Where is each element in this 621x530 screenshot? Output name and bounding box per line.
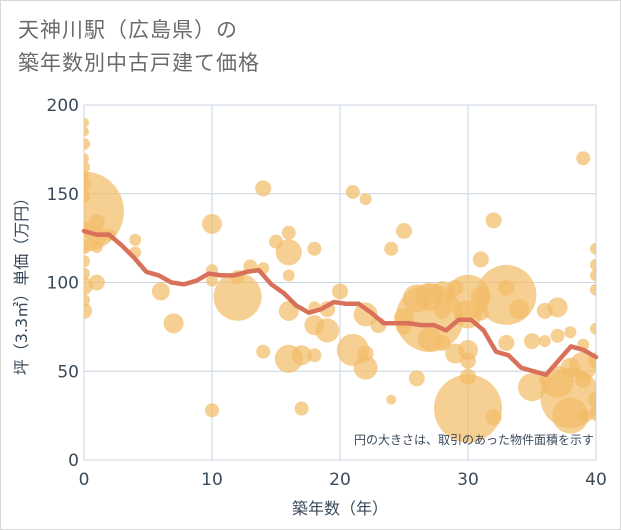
bubble-108 — [590, 322, 596, 335]
bubble-30 — [213, 272, 262, 321]
x-tick-label-3: 30 — [457, 470, 479, 490]
y-tick-label-1: 50 — [57, 362, 79, 382]
bubble-107 — [590, 283, 596, 296]
bubble-19 — [88, 274, 105, 291]
bubble-110 — [588, 391, 596, 408]
y-tick-label-0: 0 — [68, 451, 79, 471]
bubble-99 — [576, 151, 591, 166]
chart-title-line2: 築年数別中古戸建て価格 — [18, 51, 260, 75]
tick-labels: 0 10 20 30 40 0 50 100 150 200 — [47, 96, 607, 490]
y-tick-label-4: 200 — [47, 96, 79, 116]
x-axis-label: 築年数（年） — [292, 499, 388, 518]
bubble-49 — [332, 283, 348, 300]
bubble-104 — [590, 242, 596, 255]
x-tick-label-4: 40 — [585, 470, 607, 490]
bubble-68 — [434, 302, 451, 319]
bubble-27 — [206, 274, 218, 287]
bubble-75 — [460, 352, 476, 369]
bubble-105 — [590, 258, 596, 271]
bubble-46 — [307, 348, 322, 363]
x-tick-label-2: 20 — [329, 470, 351, 490]
bubble-58 — [386, 394, 397, 405]
bubble-layer — [84, 117, 596, 443]
bubble-103 — [577, 409, 590, 422]
bubble-32 — [255, 180, 272, 197]
bubble-96 — [552, 397, 589, 434]
bubble-106 — [590, 269, 596, 282]
bubble-50 — [345, 184, 360, 199]
y-axis-label: 坪（3.3㎡）単価（万円） — [12, 190, 31, 375]
bubble-86 — [509, 299, 530, 320]
bubble-85 — [498, 334, 515, 351]
y-tick-label-3: 150 — [47, 185, 79, 205]
bubble-34 — [256, 344, 271, 359]
bubble-42 — [294, 401, 309, 416]
bubble-92 — [547, 297, 568, 318]
bubble-78 — [472, 251, 489, 268]
bubble-111 — [589, 406, 596, 421]
size-note: 円の大きさは、取引のあった物件面積を示す — [354, 432, 594, 447]
bubble-2 — [84, 138, 90, 151]
x-tick-label-0: 0 — [79, 470, 90, 490]
chart-title: 天神川駅（広島県）の 築年数別中古戸建て価格 — [18, 14, 538, 80]
bubble-21 — [129, 233, 142, 246]
bubble-38 — [282, 269, 295, 282]
bubble-41 — [291, 345, 312, 366]
bubble-1 — [84, 126, 89, 137]
bubble-57 — [384, 241, 399, 256]
bubble-28 — [205, 403, 219, 418]
bubble-48 — [315, 318, 340, 343]
bubble-24 — [163, 313, 184, 334]
x-tick-label-1: 10 — [201, 470, 223, 490]
bubble-25 — [202, 213, 222, 234]
bubble-82 — [485, 409, 502, 426]
bubble-43 — [307, 241, 322, 256]
bubble-102 — [575, 372, 592, 389]
bubble-84 — [498, 279, 515, 296]
bubble-59 — [396, 223, 412, 240]
bubble-11 — [84, 255, 90, 268]
bubble-3 — [84, 153, 89, 164]
bubble-15 — [84, 302, 92, 319]
bubble-16 — [88, 214, 105, 231]
bubble-90 — [538, 335, 551, 348]
bubble-36 — [281, 225, 296, 240]
bubble-10 — [84, 240, 91, 254]
bubble-12 — [84, 267, 90, 280]
bubble-55 — [353, 355, 378, 380]
bubble-4 — [84, 161, 90, 174]
bubble-63 — [408, 370, 425, 387]
bubble-88 — [524, 333, 540, 350]
bubble-51 — [359, 193, 372, 206]
bubble-93 — [550, 328, 565, 343]
bubble-53 — [353, 302, 378, 327]
bubble-69 — [434, 334, 451, 351]
trend-line-layer — [81, 228, 599, 378]
bubble-98 — [564, 326, 577, 339]
bubble-81 — [485, 212, 502, 229]
trend-line — [81, 228, 599, 378]
chart-title-line1: 天神川駅（広島県）の — [18, 18, 238, 42]
bubble-77 — [434, 374, 502, 443]
bubble-23 — [151, 282, 170, 301]
y-tick-label-2: 100 — [47, 274, 79, 294]
bubble-37 — [275, 239, 302, 266]
bubble-18 — [90, 241, 103, 253]
bubble-0 — [84, 117, 89, 128]
